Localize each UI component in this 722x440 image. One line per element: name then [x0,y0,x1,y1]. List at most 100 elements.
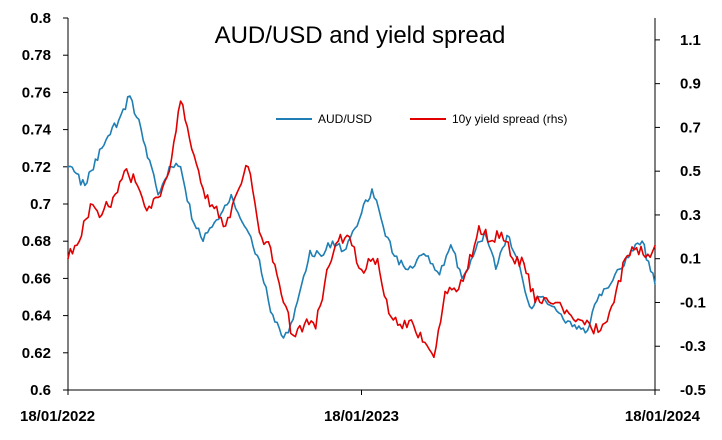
x-tick-label: 18/01/2022 [20,408,95,425]
data-point-yield-spread [444,290,446,293]
left-tick-label: 0.62 [22,345,51,362]
chart-title: AUD/USD and yield spread [215,22,506,49]
data-point-audusd [292,318,295,321]
data-point-audusd [540,296,542,298]
data-point-audusd [241,221,244,224]
data-point-yield-spread [635,247,638,249]
data-point-yield-spread [303,323,306,326]
left-tick-label: 0.66 [22,270,51,287]
data-point-audusd [67,166,69,168]
right-tick-label: 0.5 [680,163,701,180]
data-point-yield-spread [146,209,148,212]
data-point-yield-spread [433,356,435,359]
data-point-yield-spread [601,323,604,326]
right-tick-label: 0.9 [680,76,701,93]
left-tick-label: 0.76 [22,84,51,101]
data-point-audusd [213,221,216,224]
data-point-yield-spread [500,231,503,234]
series-line-audusd [67,95,656,339]
data-point-yield-spread [123,170,126,172]
data-point-audusd [309,249,311,252]
data-point-yield-spread [134,181,137,183]
data-point-yield-spread [236,192,238,194]
data-point-audusd [117,119,120,122]
data-point-yield-spread [112,196,114,199]
data-point-yield-spread [613,301,615,304]
data-point-audusd [495,268,497,270]
series-layer [67,95,656,359]
data-point-audusd [654,283,656,285]
left-tick-label: 0.64 [22,308,52,325]
right-tick-label: 1.1 [680,32,701,49]
data-point-yield-spread [545,297,548,299]
data-point-yield-spread [590,327,593,330]
data-point-yield-spread [568,312,570,315]
legend: AUD/USD 10y yield spread (rhs) [276,112,567,126]
data-point-yield-spread [89,203,92,205]
data-point-yield-spread [202,187,204,190]
data-point-yield-spread [258,231,261,234]
data-point-audusd [393,255,396,257]
data-point-yield-spread [534,301,536,304]
data-point-audusd [618,268,621,270]
data-point-yield-spread [654,244,656,247]
data-point-yield-spread [213,207,216,210]
data-point-audusd [282,337,285,339]
left-tick-label: 0.72 [22,159,51,176]
data-point-yield-spread [292,334,295,337]
right-tick-label: -0.1 [680,294,706,311]
data-point-audusd [202,240,204,242]
data-point-audusd [331,240,334,242]
data-point-yield-spread [624,257,626,260]
data-point-yield-spread [421,341,424,343]
data-point-audusd [258,259,261,261]
data-point-audusd [573,324,576,326]
data-point-yield-spread [399,323,401,326]
data-point-yield-spread [314,327,317,330]
data-point-yield-spread [168,170,171,172]
right-axis-ticks: -0.5 -0.3 -0.1 0.1 0.3 0.5 0.7 0.9 1.1 [655,32,706,399]
data-point-audusd [404,268,407,270]
data-point-audusd [528,305,531,308]
data-point-yield-spread [489,240,492,242]
data-point-audusd [551,305,553,308]
left-tick-label: 0.74 [22,122,52,139]
data-point-audusd [129,95,131,97]
data-point-yield-spread [410,319,413,321]
right-tick-label: 0.1 [680,251,701,268]
data-point-yield-spread [556,301,559,304]
data-point-audusd [506,234,508,237]
data-point-yield-spread [523,262,525,264]
legend-label-yield-spread: 10y yield spread (rhs) [452,112,567,126]
left-tick-label: 0.6 [30,382,51,399]
data-point-yield-spread [224,225,227,227]
right-tick-label: -0.3 [680,338,706,355]
data-point-audusd [360,212,363,215]
data-point-audusd [641,240,643,242]
data-point-audusd [230,193,232,196]
data-point-audusd [382,225,385,228]
data-point-audusd [427,255,430,257]
data-point-audusd [140,128,142,131]
data-point-yield-spread [282,301,285,304]
data-point-yield-spread [388,312,390,315]
data-point-yield-spread [67,257,69,260]
data-point-yield-spread [179,100,182,102]
data-point-audusd [343,249,345,252]
data-point-audusd [84,184,86,187]
data-point-yield-spread [326,268,328,271]
x-tick-label: 18/01/2023 [324,408,399,425]
data-point-yield-spread [191,148,193,151]
x-axis-ticks: 18/01/2022 18/01/2023 18/01/2024 [20,390,701,425]
left-tick-label: 0.7 [30,196,51,213]
right-tick-label: 0.3 [680,207,701,224]
right-tick-label: -0.5 [680,382,706,399]
data-point-audusd [562,318,565,321]
data-point-yield-spread [157,196,159,199]
data-point-yield-spread [269,247,272,249]
legend-label-audusd: AUD/USD [318,112,372,126]
data-point-audusd [179,166,182,168]
data-point-yield-spread [455,290,458,293]
